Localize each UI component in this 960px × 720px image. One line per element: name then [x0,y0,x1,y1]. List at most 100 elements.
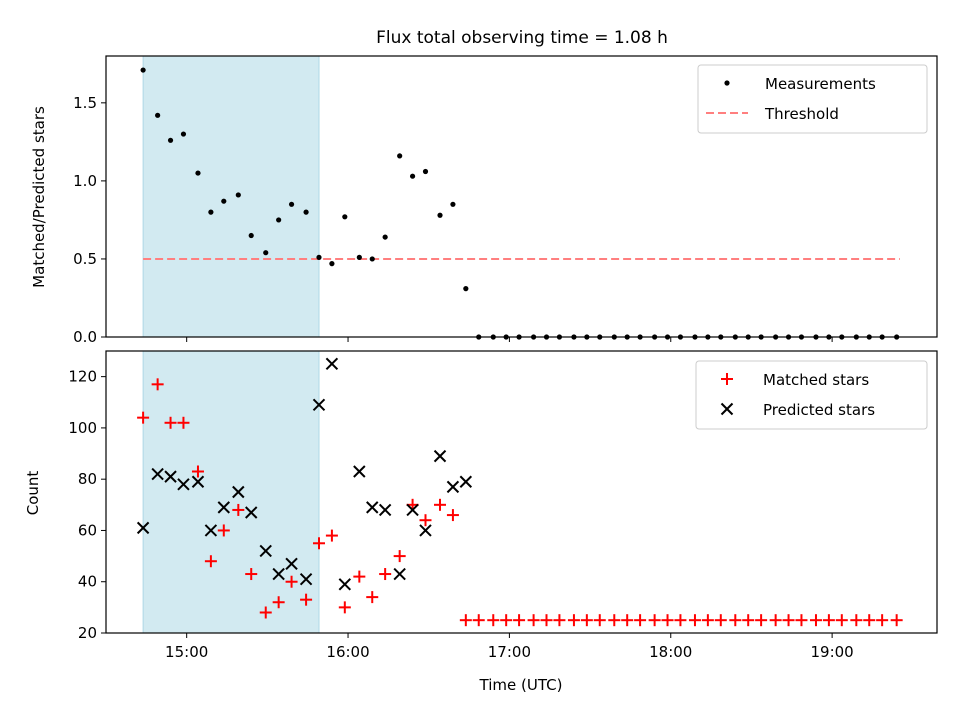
legend-matched-label: Matched stars [763,371,869,389]
measurement-point [369,256,375,262]
ratio-x-ticks [186,337,833,342]
predicted-star-point [259,544,272,558]
measurement-point [195,170,201,176]
x-tick-label: 17:00 [488,643,531,661]
predicted-star-point [177,478,190,491]
measurement-point [155,112,161,118]
predicted-star-point-b [353,465,366,478]
measurement-point [288,201,295,207]
legend-cross-b [720,402,734,416]
y-tick-label: 120 [68,368,97,386]
predicted-star-point [151,467,164,481]
predicted-star-point [312,398,326,412]
count-panel: 20 40 60 80 100 120 15:00 16:00 17:00 18:00 19:00… [24,350,938,694]
predicted-star-point-b [325,357,339,371]
y-tick-label: 60 [78,521,97,539]
legend-threshold-label: Threshold [764,105,839,123]
matched-star-point [272,596,285,609]
count-y-ticks: 20 40 60 80 100 120 [68,368,106,642]
y-tick-label: 0.0 [73,328,97,346]
predicted-star-point [299,572,313,586]
matched-star-point [755,614,768,627]
matched-star-point [379,568,392,581]
y-tick-label: 1.5 [73,94,97,112]
measurement-point [316,254,322,260]
y-tick-label: 40 [78,573,97,591]
matched-star-point [688,614,701,627]
predicted-star-point [419,524,432,537]
measurement-point [397,153,403,159]
predicted-star-point [366,501,379,514]
count-axes-frame [105,350,938,634]
legend-predicted-marker [720,402,734,416]
count-legend-box [695,360,928,430]
predicted-star-point [338,578,352,591]
matched-star-point [567,614,580,627]
matched-star-point [487,614,500,627]
y-tick-label: 0.5 [73,250,97,268]
predicted-star-point-b [151,467,164,481]
predicted-star-point-b [272,567,285,581]
predicted-star-point [459,475,473,488]
matched-star-point [245,568,258,581]
matched-star-point [795,614,808,627]
measurement-point [342,214,348,220]
measurement-point [437,212,443,218]
count-y-axis-label: Count [24,471,42,516]
matched-star-point [634,614,647,627]
measurement-point [235,192,241,198]
predicted-star-point [393,567,406,581]
matched-star-point [890,614,903,627]
predicted-star-point [353,465,366,478]
y-tick-label: 100 [68,419,97,437]
legend-matched-marker [721,373,733,385]
measurement-point [140,67,146,73]
y-tick-label: 80 [78,470,97,488]
matched-star-point [835,614,848,627]
legend-measurements-label: Measurements [765,75,876,93]
matched-star-point [674,614,687,627]
predicted-star-point-b [338,578,352,591]
matched-star-point [232,503,245,516]
predicted-star-point [245,506,258,519]
matched-star-point [863,614,876,627]
predicted-star-point-b [378,503,392,517]
matched-star-point [164,416,177,429]
matched-star-point [822,614,835,627]
predicted-star-point-b [446,480,460,494]
predicted-star-point-b [164,470,177,483]
measurement-point [409,173,416,179]
matched-star-point [300,593,313,606]
matched-star-point [434,498,447,511]
predicted-star-point-b [191,475,205,488]
x-axis-label: Time (UTC) [479,676,563,694]
measurement-point [221,198,227,204]
matched-star-point [876,614,889,627]
measurement-point [208,209,214,215]
ratio-panel: 0.0 0.5 1.0 1.5 Matched/Predicted stars Mea… [30,55,938,346]
matched-star-point [850,614,863,627]
predicted-star-point [164,470,177,483]
predicted-star-point-b [312,398,326,412]
measurement-point [422,168,429,175]
matched-star-point [513,614,526,627]
predicted-star-point-b [136,521,150,535]
matched-star-point [580,614,593,627]
measurement-point [356,254,362,260]
measurement-point [450,201,456,207]
legend-measurements-marker [724,80,730,86]
predicted-star-point-b [245,506,258,519]
measurement-point [180,131,187,137]
measurement-point [303,209,309,215]
predicted-star-point-b [177,478,190,491]
matched-star-point [312,537,325,550]
predicted-star-point [136,521,150,535]
y-tick-label: 1.0 [73,172,97,190]
predicted-star-point [204,524,218,537]
predicted-star-point-b [259,544,272,558]
ratio-y-ticks: 0.0 0.5 1.0 1.5 [73,94,106,346]
predicted-star-point-b [204,524,218,537]
measurement-point [248,232,254,239]
matched-star-point [608,614,621,627]
measurement-point [276,217,282,223]
